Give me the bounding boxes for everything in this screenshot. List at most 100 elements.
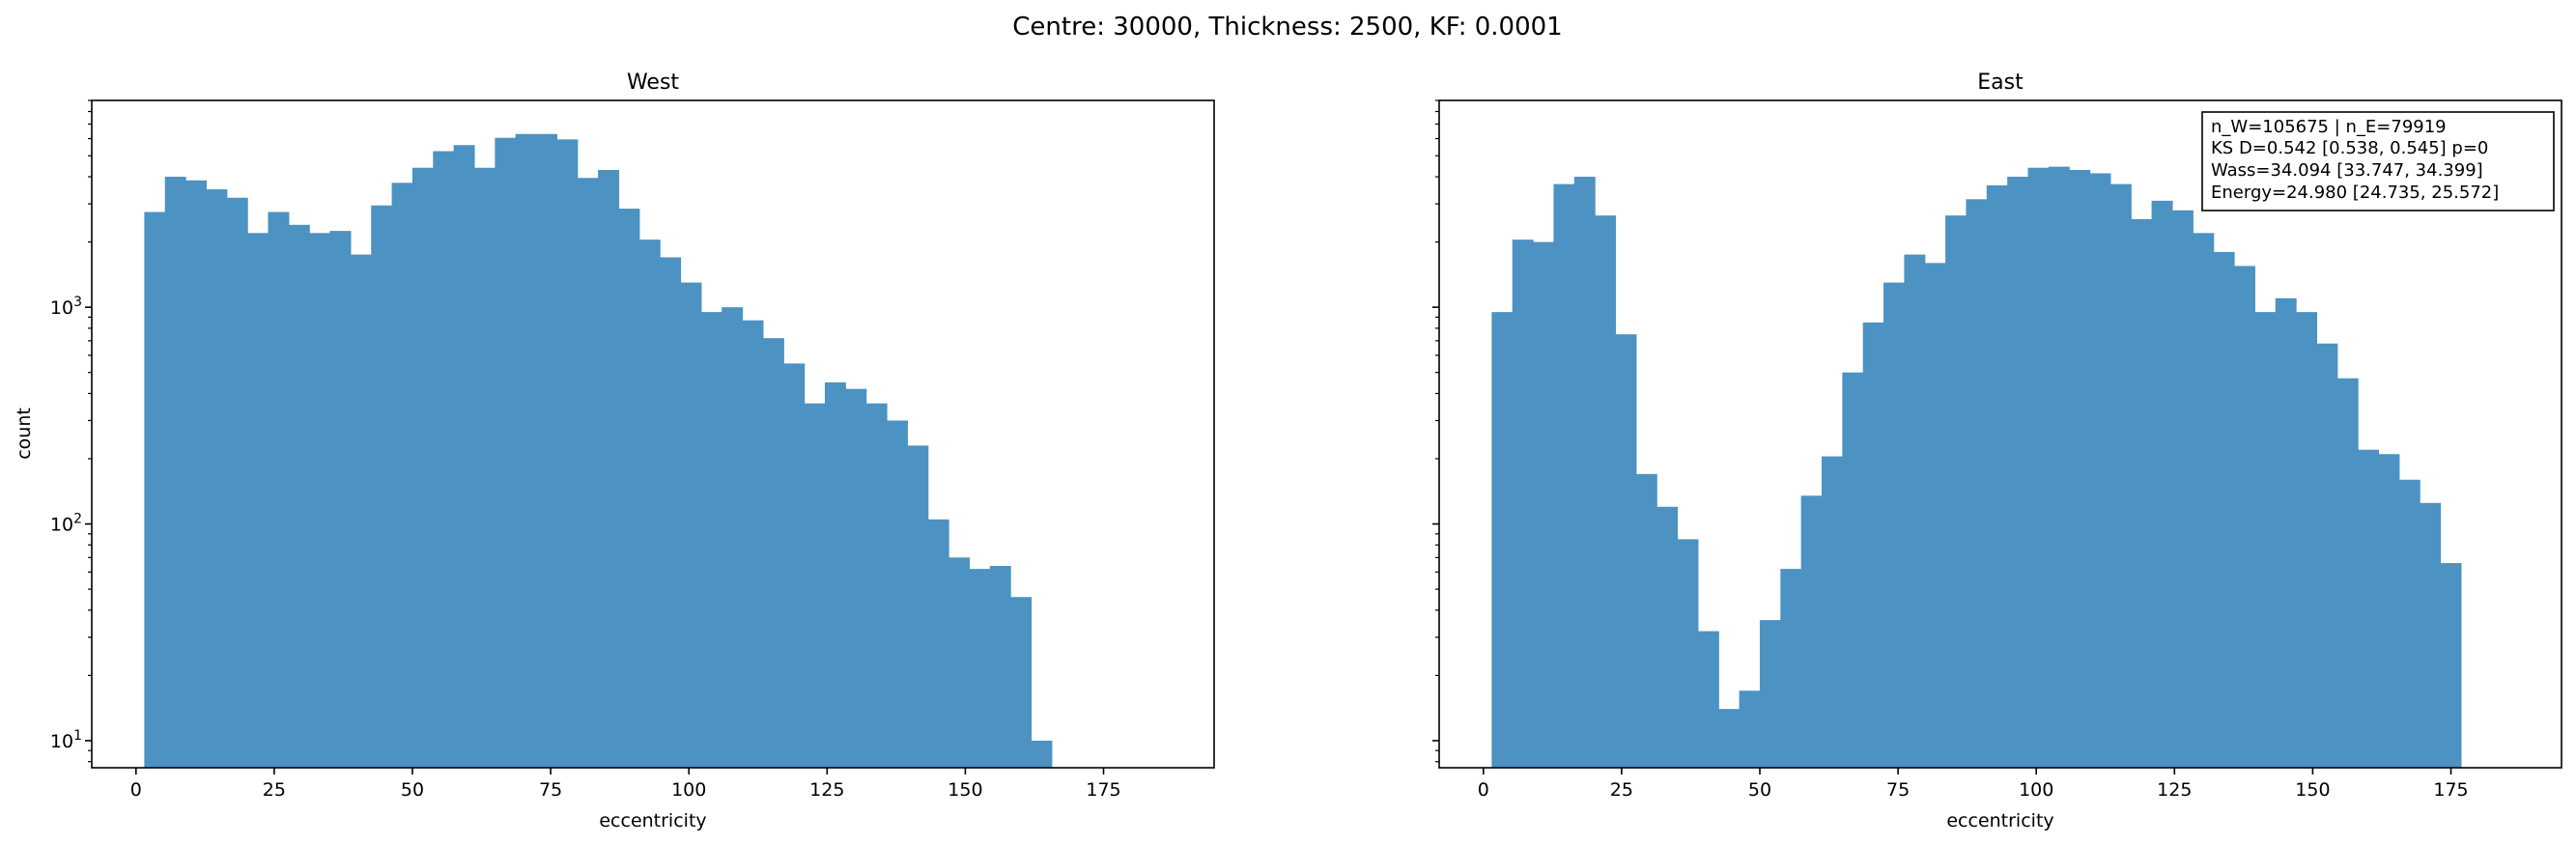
- east-histogram-bar: [1883, 282, 1905, 768]
- east-histogram-bar: [2007, 177, 2029, 768]
- west-axes-frame: [91, 99, 1215, 769]
- west-histogram-bar: [804, 403, 826, 768]
- west-histogram-bar: [1010, 597, 1033, 768]
- east-histogram-bar: [1553, 183, 1575, 768]
- east-stats-line: KS D=0.542 [0.538, 0.545] p=0: [2211, 138, 2488, 158]
- west-x-tick-label: 0: [130, 779, 142, 801]
- east-histogram-bar: [1924, 263, 1946, 769]
- east-histogram-bar: [2234, 266, 2255, 768]
- east-panel: 0 25 50 75 100 125 150 175 East eccentricity n_…: [1432, 70, 2562, 831]
- east-histogram-bar: [1615, 334, 1637, 768]
- west-histogram-bar: [700, 312, 722, 768]
- west-x-tick-label: 150: [948, 779, 982, 801]
- west-xlabel: eccentricity: [599, 810, 706, 831]
- west-histogram-bar: [247, 233, 269, 769]
- west-histogram-bar: [577, 178, 599, 768]
- west-x-tick-label: 125: [809, 779, 844, 801]
- figure-suptitle: Centre: 30000, Thickness: 2500, KF: 0.00…: [1012, 13, 1562, 42]
- west-x-tick-label: 25: [263, 779, 286, 801]
- east-stats-line: Energy=24.980 [24.735, 25.572]: [2211, 183, 2499, 203]
- east-histogram-bar: [1656, 506, 1679, 768]
- west-y-tick-label: 101: [50, 728, 82, 752]
- west-histogram-bar: [824, 381, 846, 768]
- west-histogram-bar: [556, 139, 579, 768]
- east-x-tick-label: 175: [2433, 779, 2468, 801]
- east-histogram-bar: [2171, 210, 2194, 769]
- east-histogram-bar: [1862, 322, 1884, 768]
- east-histogram-bar: [1780, 569, 1802, 768]
- west-histogram-bar: [309, 233, 331, 769]
- east-histogram-bar: [2027, 167, 2050, 769]
- west-histogram-bar: [948, 557, 971, 768]
- west-histogram-bar: [722, 307, 744, 768]
- west-histogram-bar: [762, 338, 784, 768]
- west-histogram-bar: [185, 180, 208, 768]
- east-histogram-bar: [2275, 297, 2297, 768]
- east-histogram-bar: [2336, 378, 2359, 768]
- west-histogram-bar: [845, 388, 867, 768]
- east-histogram-bar: [2151, 200, 2173, 768]
- west-histogram-bar: [453, 145, 475, 769]
- west-histogram-bar: [680, 282, 702, 768]
- west-histogram-bar: [989, 566, 1011, 768]
- east-histogram-bar: [2398, 479, 2420, 768]
- west-title: West: [627, 70, 679, 95]
- west-histogram-bar: [144, 211, 166, 769]
- east-histogram-bar: [1491, 312, 1514, 768]
- west-histogram-bar: [927, 519, 949, 768]
- east-histogram-bar: [1739, 690, 1761, 768]
- east-histogram-bar: [2254, 312, 2277, 768]
- east-histogram-bar: [1677, 539, 1699, 768]
- east-histogram-bar: [2131, 218, 2153, 768]
- east-x-tick-label: 100: [2019, 779, 2053, 801]
- east-histogram-bar: [1966, 199, 1988, 768]
- east-x-tick-label: 25: [1610, 779, 1633, 801]
- east-histogram-bar: [2296, 312, 2318, 768]
- east-x-tick-label: 75: [1886, 779, 1910, 801]
- west-histogram-bar: [206, 189, 228, 769]
- east-histogram-bar: [1512, 239, 1534, 768]
- east-histogram-bar: [1697, 631, 1719, 768]
- east-stats-box: [2201, 111, 2555, 211]
- east-xlabel: eccentricity: [1946, 810, 2053, 831]
- west-histogram-bar: [226, 197, 248, 768]
- east-histogram-bar: [1635, 473, 1657, 768]
- east-histogram-bar: [2378, 454, 2400, 768]
- west-histogram-bar: [268, 211, 290, 769]
- east-stats-annotation: n_W=105675 | n_E=79919 KS D=0.542 [0.538…: [2201, 111, 2555, 211]
- west-x-tick-label: 175: [1086, 779, 1120, 801]
- west-histogram-bar: [433, 151, 455, 768]
- east-histogram-bar: [1800, 495, 1823, 768]
- east-histogram-bar: [1986, 184, 2008, 768]
- west-histogram-bar: [638, 239, 661, 768]
- west-x-tick-label: 75: [539, 779, 562, 801]
- east-histogram-bar: [2048, 166, 2070, 768]
- west-x-tick-label: 100: [671, 779, 706, 801]
- west-histogram-bar: [515, 133, 537, 768]
- east-x-tick-label: 150: [2295, 779, 2330, 801]
- east-x-tick-label: 0: [1478, 779, 1489, 801]
- east-histogram-bar: [2193, 233, 2215, 769]
- east-axes-frame: [1438, 99, 2562, 769]
- east-histogram-bar: [2316, 343, 2338, 768]
- west-histogram-bar: [474, 167, 495, 769]
- west-y-tick-label: 103: [50, 295, 82, 319]
- west-histogram-bar: [371, 205, 393, 768]
- west-histogram-bar: [969, 569, 991, 768]
- west-histogram-bar: [660, 257, 682, 768]
- east-histogram-bar: [1573, 177, 1596, 768]
- east-histogram-bar: [1759, 620, 1781, 768]
- west-panel: 0 25 50 75 100 125 150 175 101 102 103 West eccen…: [14, 70, 1215, 831]
- east-histogram-bar: [1595, 215, 1617, 768]
- west-histogram-bar: [742, 320, 764, 768]
- west-histogram-bar: [329, 231, 352, 769]
- west-histogram-bar: [865, 403, 888, 768]
- east-histogram-bar: [2358, 449, 2380, 768]
- east-x-ticks: 0 25 50 75 100 125 150 175: [1478, 768, 2469, 801]
- west-histogram-bar: [411, 167, 434, 769]
- west-bars: [144, 133, 1053, 769]
- east-histogram-bar: [1718, 709, 1741, 768]
- west-histogram-bar: [391, 183, 413, 768]
- west-histogram-bar: [536, 133, 557, 768]
